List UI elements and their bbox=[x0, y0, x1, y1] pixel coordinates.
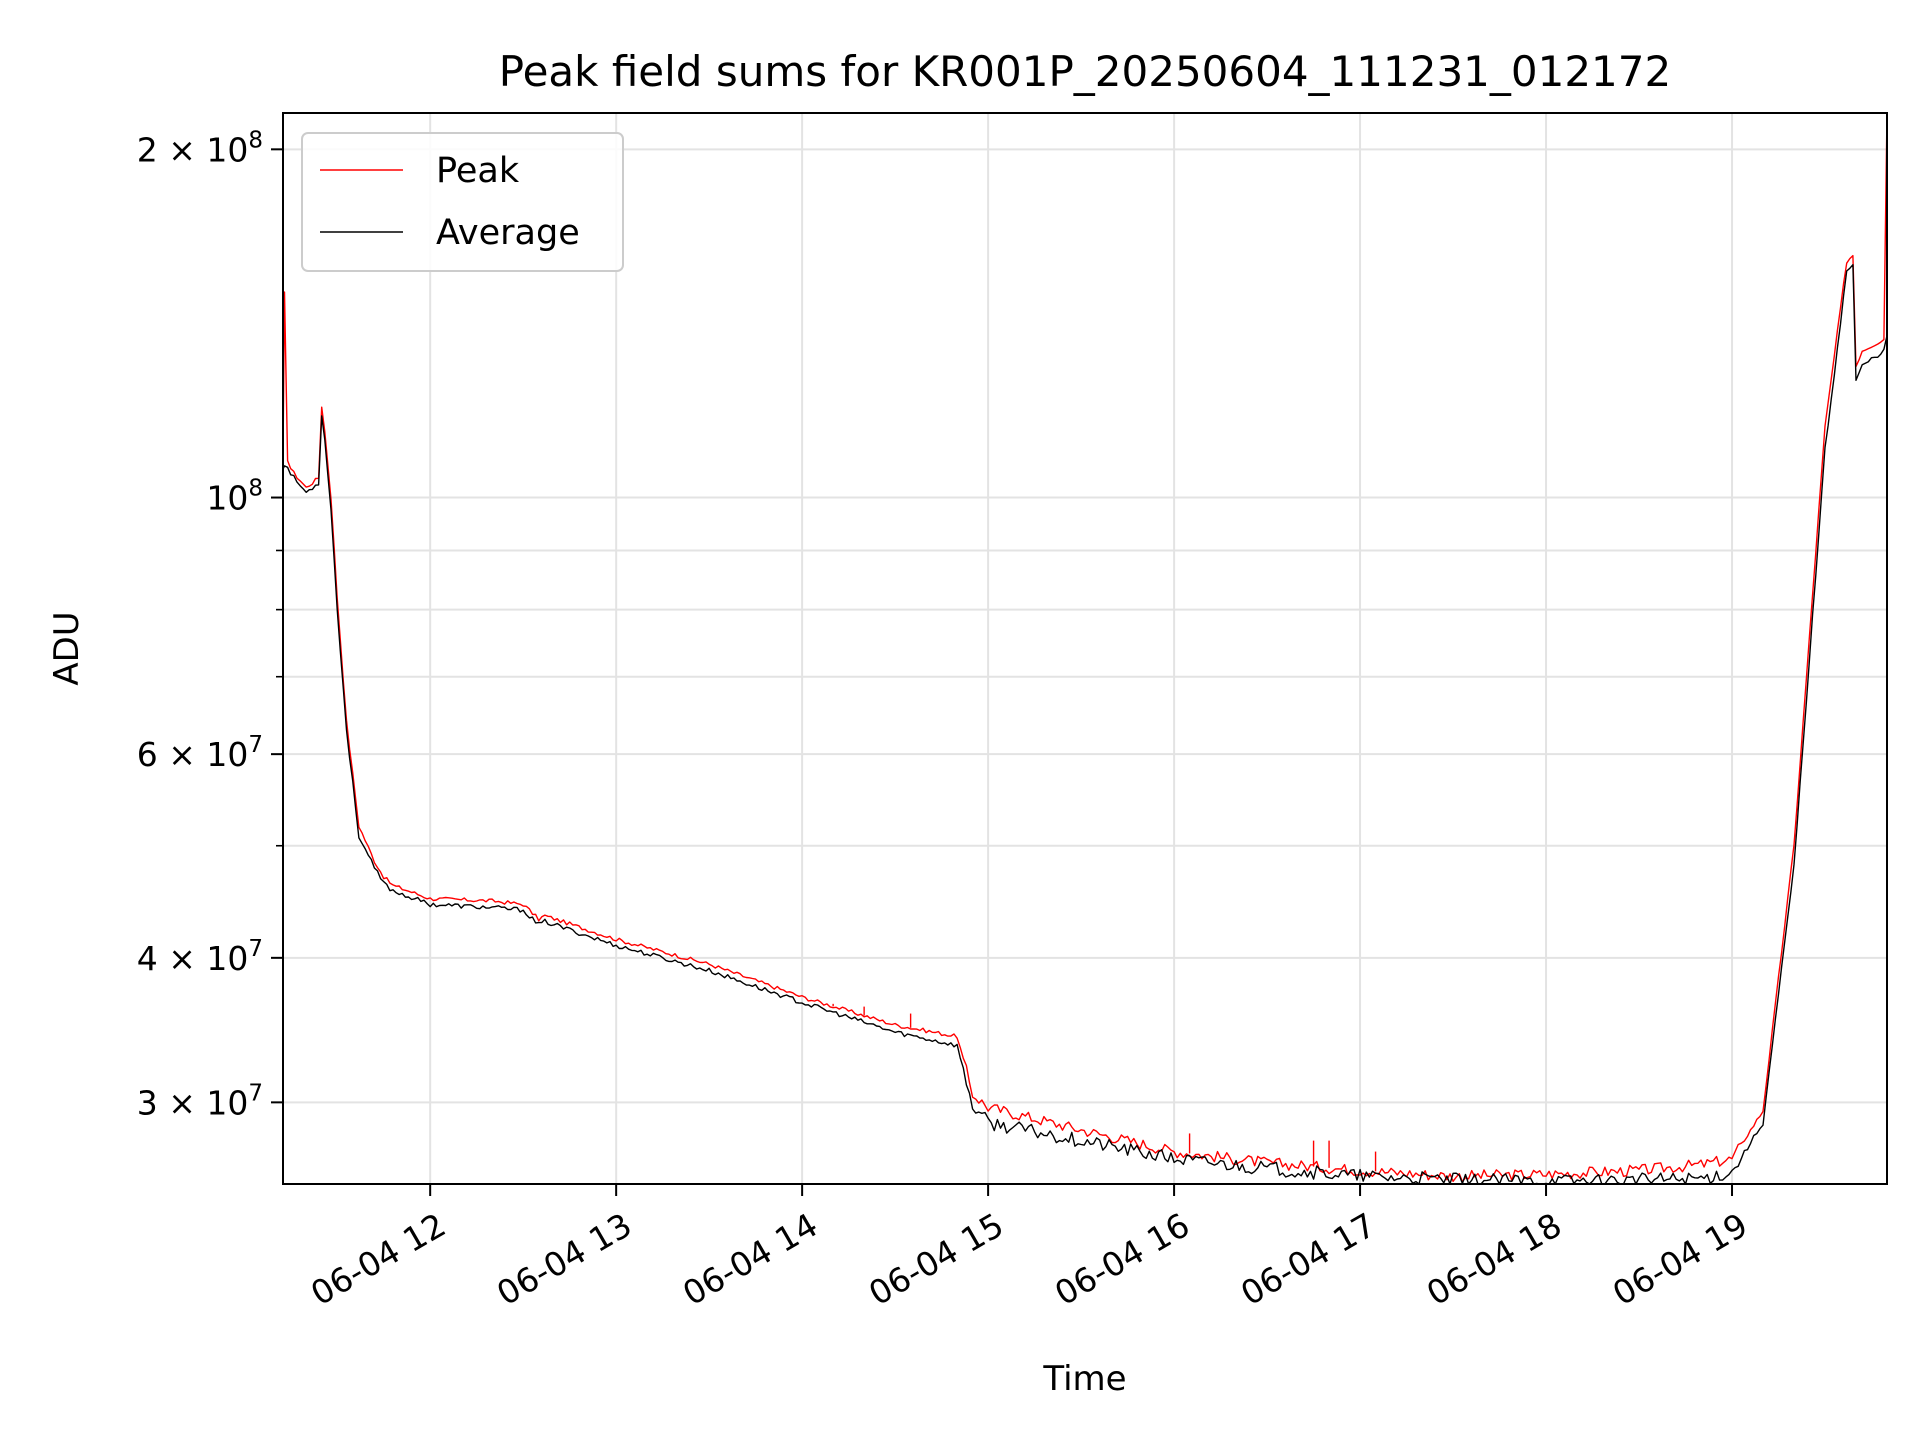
y-tick-label: 6 × 107 bbox=[137, 732, 263, 774]
y-tick-label: 108 bbox=[206, 476, 263, 518]
grid bbox=[283, 113, 1887, 1184]
chart-title: Peak field sums for KR001P_20250604_1112… bbox=[499, 47, 1671, 96]
y-axis: 3 × 107 4 × 107 6 × 107 108 2 × 108 bbox=[137, 127, 283, 1122]
y-axis-title: ADU bbox=[47, 611, 87, 685]
y-tick-label: 4 × 107 bbox=[137, 936, 263, 978]
y-tick-label: 3 × 107 bbox=[137, 1080, 263, 1122]
legend-label-average: Average bbox=[436, 213, 580, 253]
x-axis-title: Time bbox=[1042, 1359, 1126, 1399]
legend-box bbox=[301, 132, 624, 272]
plot-frame bbox=[282, 112, 1888, 1185]
legend-label-peak: Peak bbox=[436, 151, 520, 191]
series-line-peak bbox=[282, 112, 1888, 1183]
y-tick-label: 2 × 108 bbox=[137, 127, 263, 169]
legend: Peak Average bbox=[301, 132, 624, 272]
